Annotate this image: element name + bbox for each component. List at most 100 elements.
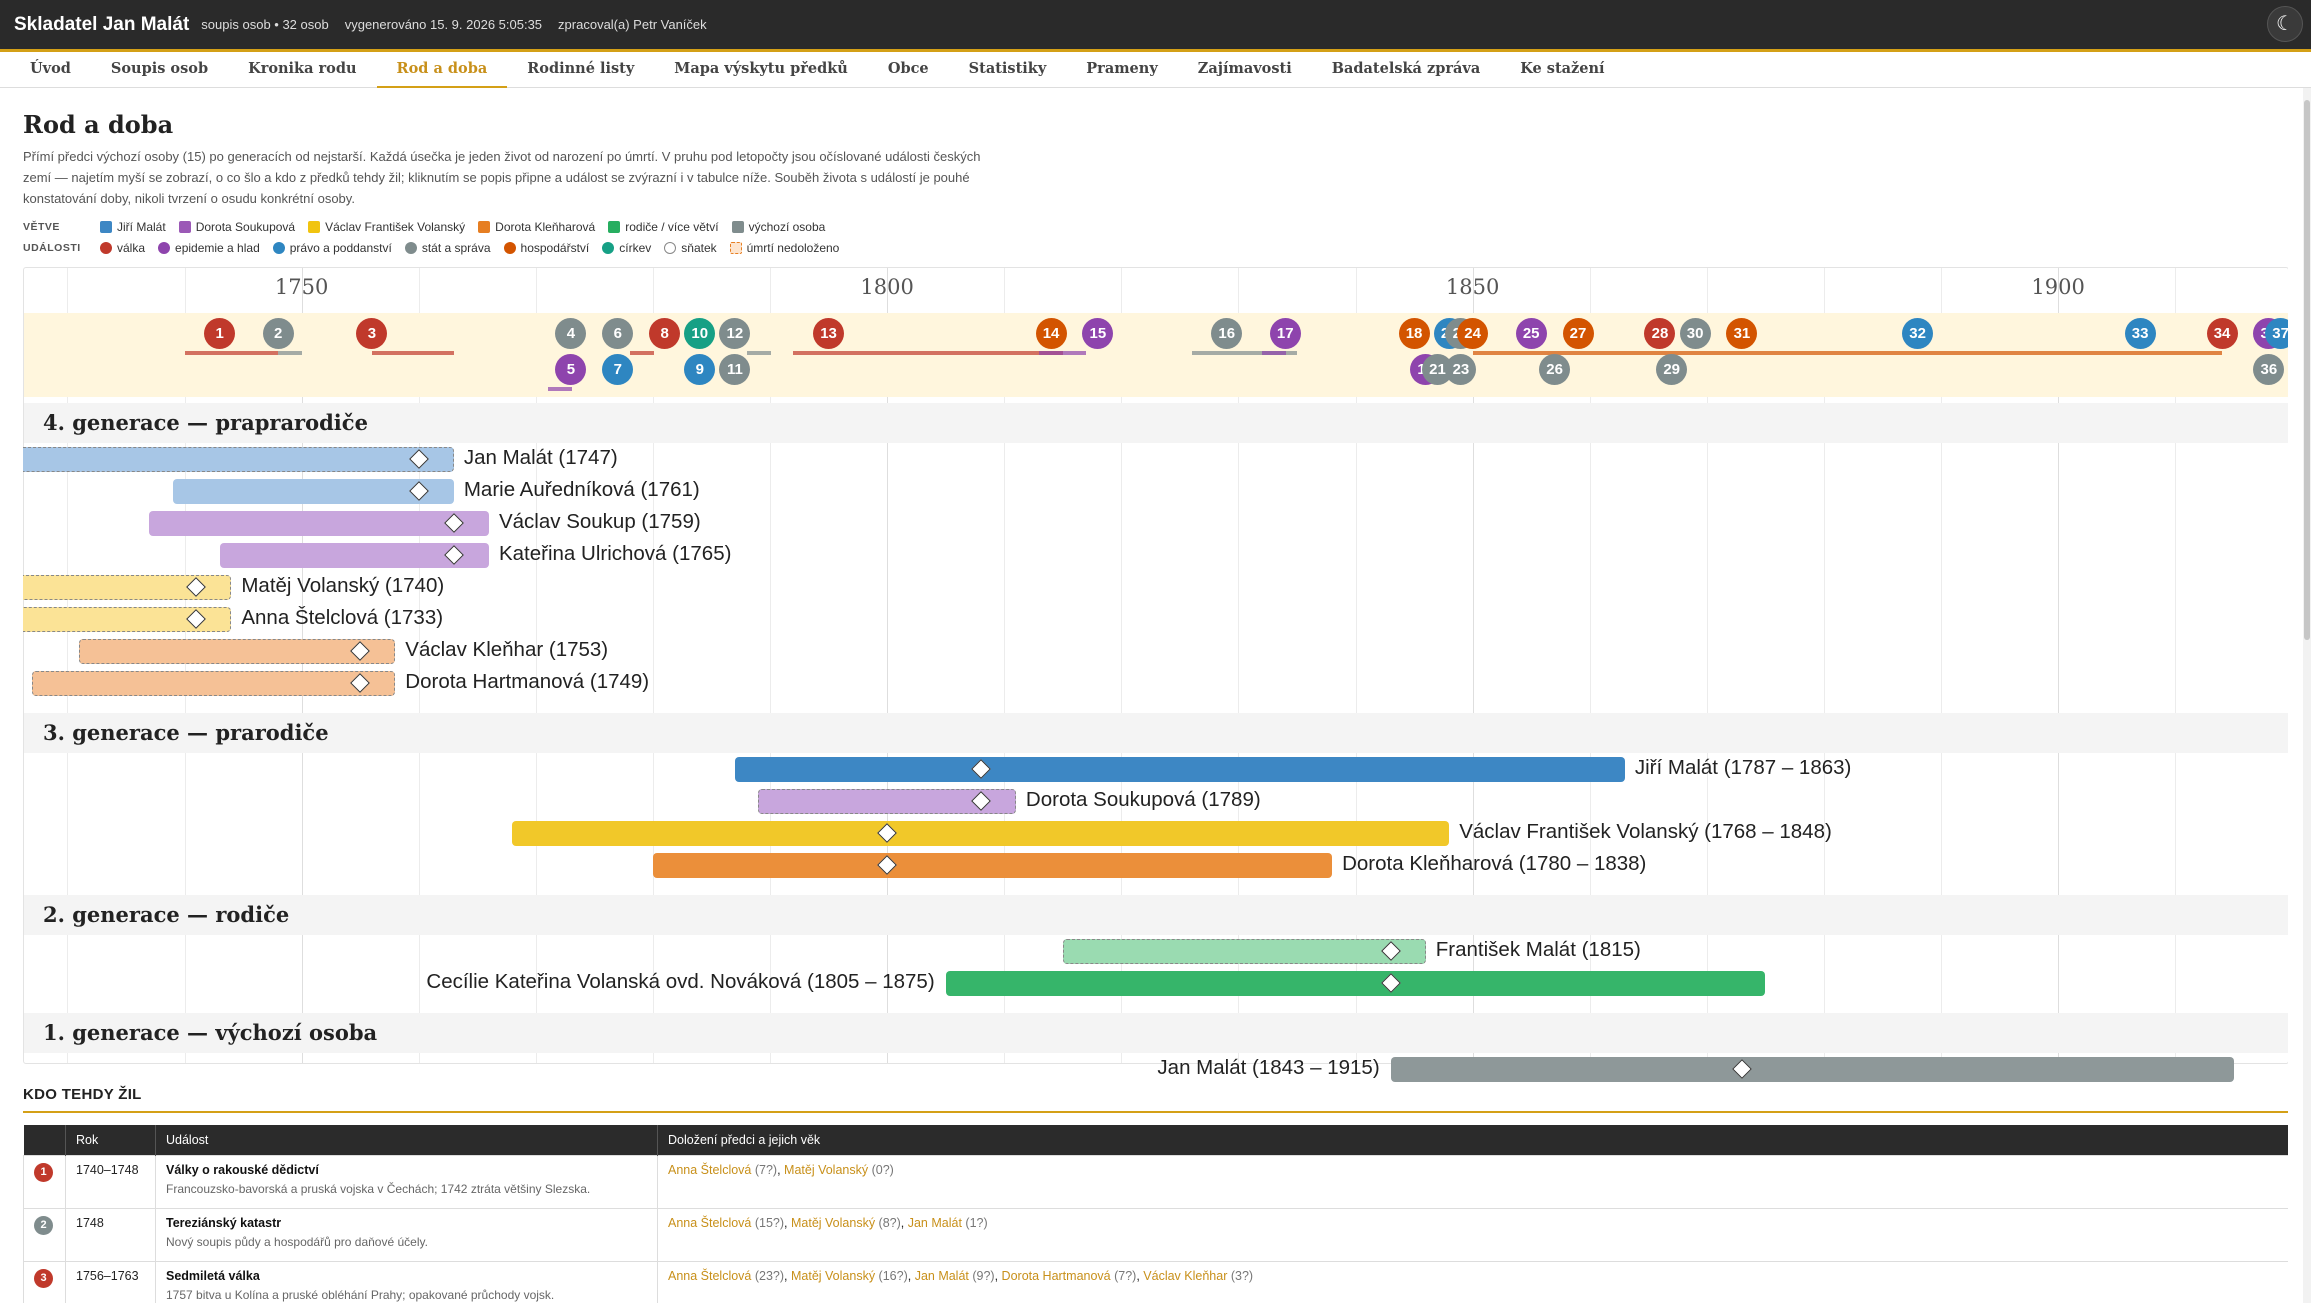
person-label[interactable]: Václav Soukup (1759): [498, 510, 701, 533]
tab-úvod[interactable]: Úvod: [30, 60, 71, 77]
event-marker-30[interactable]: 30: [1679, 318, 1711, 349]
event-marker-24[interactable]: 24: [1457, 318, 1489, 349]
event-marker-28[interactable]: 28: [1644, 318, 1676, 349]
event-marker-5[interactable]: 5: [555, 354, 587, 385]
tab-obce[interactable]: Obce: [887, 60, 929, 77]
event-marker-14[interactable]: 14: [1035, 318, 1067, 349]
ancestor-link[interactable]: Matěj Volanský: [784, 1162, 869, 1177]
ancestor-link[interactable]: Václav Kleňhar: [1143, 1268, 1228, 1283]
table-row[interactable]: 3 1756–1763 Sedmiletá válka 1757 bitva u Ko…: [23, 1260, 2288, 1303]
event-marker-6[interactable]: 6: [602, 318, 634, 349]
ancestor-link[interactable]: Anna Štelclová: [668, 1268, 752, 1283]
page-scrollbar[interactable]: [2303, 88, 2311, 1303]
tab-rodinné-listy[interactable]: Rodinné listy: [527, 60, 635, 77]
person-lifespan-bar[interactable]: [32, 671, 396, 696]
person-label[interactable]: Anna Štelclová (1733): [241, 606, 444, 629]
person-label[interactable]: Jiří Malát (1787 – 1863): [1634, 756, 1852, 779]
person-label[interactable]: Dorota Kleňharová (1780 – 1838): [1342, 852, 1647, 875]
person-label[interactable]: Václav Kleňhar (1753): [405, 638, 609, 661]
legend-label: sňatek: [681, 241, 717, 255]
event-span-line: [1191, 351, 1297, 355]
event-marker-12[interactable]: 12: [719, 318, 751, 349]
tab-soupis-osob[interactable]: Soupis osob: [110, 60, 209, 77]
event-marker-26[interactable]: 26: [1539, 354, 1571, 385]
person-label[interactable]: Kateřina Ulrichová (1765): [498, 542, 732, 565]
person-label[interactable]: Dorota Hartmanová (1749): [405, 670, 650, 693]
person-lifespan-bar[interactable]: [172, 479, 454, 504]
table-row[interactable]: 1 1740–1748 Války o rakouské dědictví Franc…: [23, 1154, 2288, 1209]
ancestor-link[interactable]: Jan Malát: [907, 1215, 962, 1230]
event-marker-3[interactable]: 3: [356, 318, 388, 349]
ancestor-link[interactable]: Anna Štelclová: [668, 1162, 752, 1177]
event-marker-29[interactable]: 29: [1656, 354, 1688, 385]
person-label[interactable]: Jan Malát (1843 – 1915): [1157, 1056, 1380, 1079]
event-marker-15[interactable]: 15: [1082, 318, 1114, 349]
ancestor-link[interactable]: Matěj Volanský: [791, 1215, 876, 1230]
event-marker-8[interactable]: 8: [649, 318, 681, 349]
event-marker-23[interactable]: 23: [1445, 354, 1477, 385]
ancestor-link[interactable]: Dorota Hartmanová: [1001, 1268, 1111, 1283]
event-marker-1[interactable]: 1: [204, 318, 236, 349]
person-lifespan-bar[interactable]: [1390, 1057, 2234, 1082]
person-label[interactable]: Jan Malát (1747): [463, 446, 618, 469]
event-year: 1740–1748: [65, 1154, 156, 1209]
ancestors-cell: Anna Štelclová (23?), Matěj Volanský (16…: [657, 1260, 2288, 1303]
event-marker-17[interactable]: 17: [1269, 318, 1301, 349]
event-marker-37[interactable]: 37: [2265, 318, 2288, 349]
tab-rod-a-doba[interactable]: Rod a doba: [376, 52, 508, 88]
event-marker-7[interactable]: 7: [602, 354, 634, 385]
tab-prameny[interactable]: Prameny: [1086, 60, 1158, 77]
event-marker-9[interactable]: 9: [684, 354, 716, 385]
person-label[interactable]: Marie Auředníková (1761): [463, 478, 700, 501]
person-lifespan-bar[interactable]: [149, 511, 489, 536]
event-marker-32[interactable]: 32: [1902, 318, 1934, 349]
person-label[interactable]: Cecílie Kateřina Volanská ovd. Nováková …: [426, 970, 935, 993]
legend-label: epidemie a hlad: [175, 241, 260, 255]
event-description: Nový soupis půdy a hospodářů pro daňové …: [166, 1234, 428, 1249]
legend-swatch: [100, 242, 112, 254]
person-lifespan-bar[interactable]: [23, 447, 454, 472]
person-label[interactable]: František Malát (1815): [1435, 938, 1641, 961]
person-lifespan-bar[interactable]: [79, 639, 396, 664]
event-marker-18[interactable]: 18: [1398, 318, 1430, 349]
legend-swatch: [272, 242, 285, 254]
ancestor-link[interactable]: Jan Malát: [914, 1268, 969, 1283]
tab-kronika-rodu[interactable]: Kronika rodu: [248, 60, 357, 77]
scrollbar-thumb[interactable]: [2304, 100, 2310, 640]
event-marker-31[interactable]: 31: [1726, 318, 1758, 349]
person-label[interactable]: Matěj Volanský (1740): [241, 574, 445, 597]
event-marker-25[interactable]: 25: [1515, 318, 1547, 349]
person-lifespan-bar[interactable]: [1062, 939, 1426, 964]
event-marker-36[interactable]: 36: [2253, 354, 2285, 385]
person-lifespan-bar[interactable]: [512, 821, 1450, 846]
legend-swatch: [503, 242, 516, 254]
person-label[interactable]: Dorota Soukupová (1789): [1025, 788, 1261, 811]
tab-zajímavosti[interactable]: Zajímavosti: [1197, 60, 1292, 77]
event-marker-34[interactable]: 34: [2206, 318, 2238, 349]
event-span-line: [278, 351, 303, 355]
legend-label: Jiří Malát: [117, 220, 166, 234]
tab-ke-stažení[interactable]: Ke stažení: [1520, 60, 1605, 77]
event-marker-2[interactable]: 2: [262, 318, 294, 349]
ancestor-link[interactable]: Anna Štelclová: [668, 1215, 752, 1230]
moon-icon[interactable]: ☾: [2267, 6, 2303, 42]
person-label[interactable]: Václav František Volanský (1768 – 1848): [1459, 820, 1832, 843]
person-lifespan-bar[interactable]: [945, 971, 1766, 996]
event-marker-4[interactable]: 4: [555, 318, 587, 349]
event-marker-27[interactable]: 27: [1562, 318, 1594, 349]
event-number-badge: 2: [34, 1215, 53, 1235]
event-marker-33[interactable]: 33: [2124, 318, 2156, 349]
tab-statistiky[interactable]: Statistiky: [968, 60, 1047, 77]
tab-badatelská-zpráva[interactable]: Badatelská zpráva: [1331, 60, 1481, 77]
legend-item-event: úmrtí nedoloženo: [729, 241, 839, 255]
event-marker-16[interactable]: 16: [1211, 318, 1243, 349]
tab-mapa-výskytu-předků[interactable]: Mapa výskytu předků: [674, 60, 848, 77]
person-lifespan-bar[interactable]: [652, 853, 1333, 878]
table-row[interactable]: 2 1748 Tereziánský katastr Nový soupis půdy…: [23, 1207, 2288, 1262]
event-span-line: [746, 351, 771, 355]
event-marker-11[interactable]: 11: [719, 354, 751, 385]
ancestor-link[interactable]: Matěj Volanský: [791, 1268, 876, 1283]
event-marker-10[interactable]: 10: [684, 318, 716, 349]
person-lifespan-bar[interactable]: [734, 757, 1625, 782]
event-marker-13[interactable]: 13: [813, 318, 845, 349]
